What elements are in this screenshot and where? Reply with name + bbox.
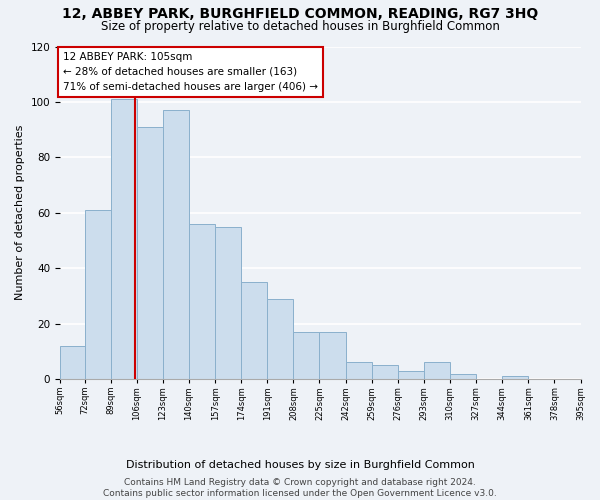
- Bar: [424, 362, 450, 379]
- Bar: [346, 362, 371, 379]
- Bar: [293, 332, 319, 379]
- Bar: [163, 110, 189, 379]
- Text: 12, ABBEY PARK, BURGHFIELD COMMON, READING, RG7 3HQ: 12, ABBEY PARK, BURGHFIELD COMMON, READI…: [62, 8, 538, 22]
- Text: Size of property relative to detached houses in Burghfield Common: Size of property relative to detached ho…: [101, 20, 499, 33]
- Bar: [502, 376, 528, 379]
- Bar: [267, 298, 293, 379]
- Bar: [398, 370, 424, 379]
- Bar: [371, 365, 398, 379]
- Bar: [189, 224, 215, 379]
- Bar: [450, 374, 476, 379]
- Bar: [215, 226, 241, 379]
- Bar: [319, 332, 346, 379]
- Text: Contains HM Land Registry data © Crown copyright and database right 2024.
Contai: Contains HM Land Registry data © Crown c…: [103, 478, 497, 498]
- Bar: [85, 210, 110, 379]
- Bar: [137, 127, 163, 379]
- Text: Distribution of detached houses by size in Burghfield Common: Distribution of detached houses by size …: [125, 460, 475, 470]
- Bar: [110, 99, 137, 379]
- Bar: [241, 282, 267, 379]
- Text: 12 ABBEY PARK: 105sqm
← 28% of detached houses are smaller (163)
71% of semi-det: 12 ABBEY PARK: 105sqm ← 28% of detached …: [63, 52, 318, 92]
- Bar: [60, 346, 85, 379]
- Y-axis label: Number of detached properties: Number of detached properties: [15, 125, 25, 300]
